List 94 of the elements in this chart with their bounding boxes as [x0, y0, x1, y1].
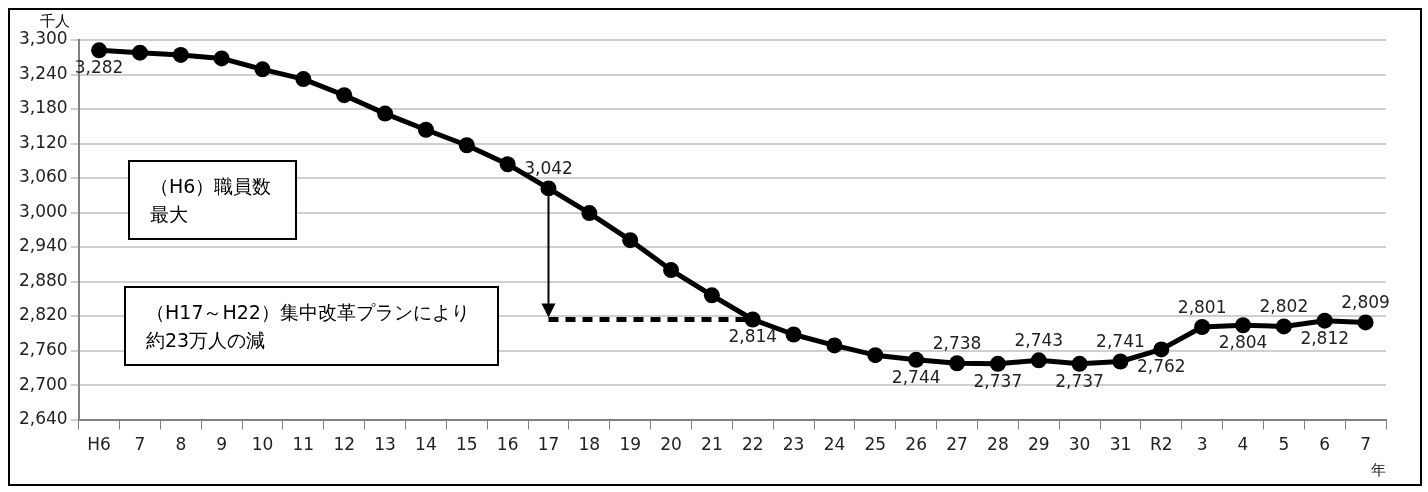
- point: [1275, 318, 1292, 335]
- point: [622, 232, 639, 249]
- x-tick-label: 31: [1109, 434, 1132, 455]
- point: [744, 311, 761, 328]
- point: [1194, 319, 1211, 335]
- x-tick-label: 27: [946, 434, 968, 455]
- y-tick-label: 3,180: [19, 97, 68, 118]
- x-tick-label: 5: [1278, 434, 1290, 455]
- point: [1030, 352, 1047, 369]
- point: [91, 42, 108, 59]
- point: [908, 351, 925, 368]
- point: [989, 355, 1006, 372]
- x-tick-label: 28: [987, 434, 1009, 455]
- x-tick-label: 20: [660, 434, 682, 455]
- x-tick-label: 26: [905, 434, 927, 455]
- x-tick-label: R2: [1149, 434, 1173, 455]
- x-tick-label: 24: [823, 434, 846, 455]
- x-tick-label: 10: [251, 434, 274, 455]
- y-axis-title: 千人: [40, 12, 70, 31]
- annotation: （H17～H22）集中改革プランにより約23万人の減: [124, 286, 499, 366]
- data-label: 2,737: [973, 370, 1023, 391]
- point: [172, 46, 189, 63]
- data-label: 2,802: [1259, 296, 1309, 317]
- x-tick-label: 4: [1237, 434, 1249, 455]
- x-tick-label: 23: [782, 434, 805, 455]
- x-tick-label: 9: [216, 434, 228, 455]
- point: [1357, 314, 1374, 331]
- y-tick-label: 2,880: [19, 269, 68, 290]
- x-tick-label: 12: [333, 434, 356, 455]
- data-label: 2,801: [1177, 296, 1227, 317]
- point: [1235, 317, 1252, 334]
- point: [826, 337, 843, 354]
- x-tick-label: 19: [619, 434, 642, 455]
- data-label: 2,814: [728, 326, 778, 347]
- point: [540, 180, 557, 197]
- point: [949, 355, 966, 372]
- x-tick-label: 22: [741, 434, 764, 455]
- data-label: 2,809: [1341, 292, 1390, 313]
- point: [1316, 312, 1333, 329]
- x-tick-label: 14: [415, 434, 437, 455]
- point: [131, 44, 148, 61]
- point: [785, 326, 802, 343]
- data-label: 2,762: [1136, 356, 1186, 377]
- point: [581, 205, 598, 222]
- point: [1153, 341, 1170, 358]
- y-tick-label: 2,700: [19, 373, 68, 394]
- y-tick-label: 2,820: [19, 304, 68, 325]
- x-tick-label: H6: [87, 434, 111, 455]
- x-tick-label: 25: [864, 434, 887, 455]
- point: [254, 61, 271, 78]
- y-tick-label: 2,940: [19, 235, 68, 256]
- y-tick-label: 3,300: [19, 28, 68, 49]
- point: [663, 262, 680, 279]
- x-tick-label: 21: [701, 434, 723, 455]
- x-tick-label: 16: [496, 434, 519, 455]
- data-label: 2,741: [1096, 331, 1145, 352]
- data-label: 2,738: [932, 333, 982, 354]
- x-tick-label: 13: [374, 434, 396, 455]
- y-tick-label: 2,760: [19, 339, 68, 359]
- x-tick-label: 8: [175, 434, 187, 455]
- point: [1112, 353, 1129, 370]
- point: [417, 121, 434, 138]
- x-tick-label: 17: [537, 434, 560, 455]
- data-label: 3,042: [524, 158, 573, 179]
- x-tick-label: 11: [292, 434, 315, 455]
- x-tick-label: 18: [578, 434, 601, 455]
- x-tick-label: 7: [134, 434, 146, 455]
- x-tick-label: 7: [1360, 434, 1371, 455]
- x-tick-label: 3: [1196, 434, 1208, 455]
- point: [1071, 355, 1088, 372]
- y-tick-label: 2,640: [19, 408, 68, 429]
- y-tick-label: 3,060: [19, 166, 68, 187]
- point: [458, 137, 475, 154]
- point: [377, 105, 394, 122]
- data-label: 2,744: [891, 366, 941, 387]
- point: [336, 87, 353, 104]
- data-label: 2,804: [1218, 332, 1268, 353]
- y-tick-label: 3,000: [19, 200, 68, 221]
- x-axis-title: 年: [1371, 460, 1386, 479]
- point: [499, 156, 516, 173]
- annotation: （H6）職員数最大: [128, 160, 298, 240]
- x-tick-label: 6: [1319, 434, 1331, 455]
- point: [867, 347, 884, 364]
- point: [295, 71, 312, 88]
- point: [213, 50, 230, 67]
- point: [703, 287, 720, 304]
- data-label: 2,743: [1014, 330, 1064, 351]
- x-tick-label: 29: [1027, 434, 1050, 455]
- data-label: 2,812: [1300, 327, 1350, 348]
- x-tick-label: 30: [1068, 434, 1091, 455]
- y-tick-label: 3,240: [19, 62, 68, 83]
- y-tick-label: 3,120: [19, 131, 68, 152]
- x-tick-label: 15: [455, 434, 478, 455]
- data-label: 2,737: [1055, 370, 1104, 391]
